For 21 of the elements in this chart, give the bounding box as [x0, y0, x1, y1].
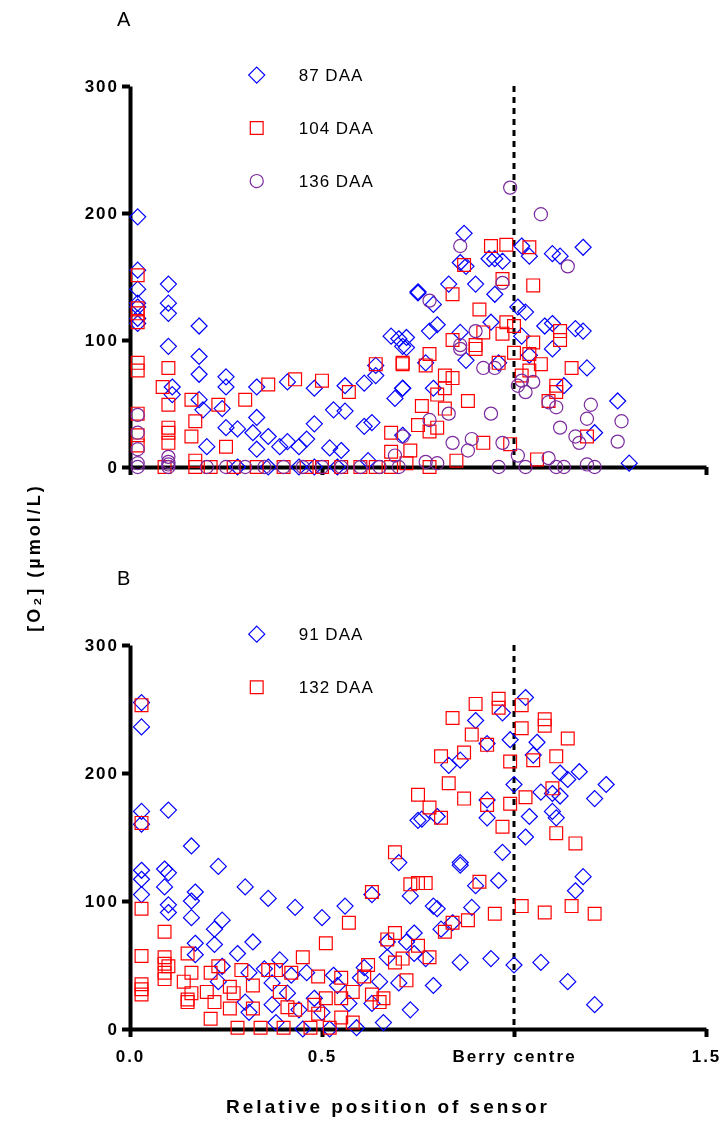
x-axis-title: Relative position of sensor — [226, 1096, 550, 1117]
y-tick-label: 100 — [84, 330, 119, 350]
text: A — [117, 8, 131, 30]
legend-label: 91 DAA — [298, 625, 364, 645]
text: B — [117, 567, 131, 589]
y-tick-label: 300 — [84, 76, 119, 96]
x-tick-label: 0.5 — [307, 1047, 338, 1067]
y-tick-label: 100 — [84, 891, 119, 911]
y-tick-label: 300 — [84, 635, 119, 655]
legend-label: 104 DAA — [298, 119, 374, 139]
legend-label: 87 DAA — [298, 66, 364, 86]
x-tick-label: Berry centre — [452, 1047, 577, 1067]
x-tick-label: 1.5 — [691, 1047, 722, 1067]
legend-label: 132 DAA — [298, 678, 374, 698]
y-tick-label: 0 — [107, 457, 119, 477]
y-tick-label: 200 — [84, 203, 119, 223]
y-axis-title: [O₂] (µmol/L) — [24, 483, 44, 632]
y-tick-label: 0 — [107, 1019, 119, 1039]
y-tick-label: 200 — [84, 763, 119, 783]
x-tick-label: 0.0 — [115, 1047, 146, 1067]
legend-label: 136 DAA — [298, 172, 374, 192]
